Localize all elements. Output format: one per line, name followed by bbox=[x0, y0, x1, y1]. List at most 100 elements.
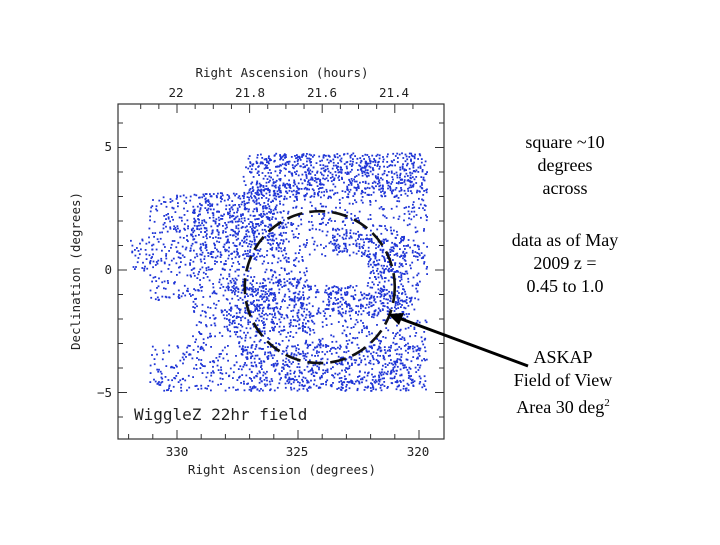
galaxy-point bbox=[258, 285, 261, 288]
galaxy-point bbox=[319, 339, 322, 342]
galaxy-point bbox=[234, 220, 237, 223]
galaxy-point bbox=[322, 174, 325, 177]
galaxy-point bbox=[316, 346, 319, 348]
galaxy-point bbox=[425, 214, 427, 217]
galaxy-point bbox=[238, 342, 240, 345]
galaxy-point bbox=[250, 378, 252, 380]
galaxy-point bbox=[217, 237, 220, 239]
galaxy-point bbox=[290, 353, 293, 356]
galaxy-point bbox=[398, 303, 401, 305]
galaxy-point bbox=[419, 280, 421, 283]
galaxy-point bbox=[321, 186, 324, 189]
galaxy-point bbox=[400, 274, 403, 276]
galaxy-point bbox=[345, 340, 348, 342]
galaxy-point bbox=[268, 175, 271, 178]
galaxy-point bbox=[380, 302, 383, 305]
galaxy-point bbox=[288, 378, 291, 380]
galaxy-point bbox=[176, 194, 178, 197]
galaxy-point bbox=[271, 184, 274, 187]
galaxy-point bbox=[347, 303, 350, 305]
galaxy-point bbox=[338, 245, 341, 248]
galaxy-point bbox=[257, 305, 260, 308]
galaxy-point bbox=[415, 214, 418, 216]
galaxy-point bbox=[175, 230, 178, 233]
galaxy-point bbox=[322, 217, 325, 220]
galaxy-point bbox=[256, 299, 258, 302]
galaxy-point bbox=[369, 170, 372, 173]
galaxy-point bbox=[256, 202, 258, 205]
galaxy-point bbox=[288, 325, 291, 328]
galaxy-point bbox=[407, 372, 410, 374]
galaxy-point bbox=[348, 373, 351, 376]
galaxy-point bbox=[388, 362, 391, 364]
galaxy-point bbox=[408, 217, 410, 220]
galaxy-point bbox=[381, 208, 384, 210]
galaxy-point bbox=[336, 153, 339, 155]
galaxy-point bbox=[276, 174, 279, 177]
galaxy-point bbox=[250, 168, 253, 171]
galaxy-point bbox=[199, 258, 202, 261]
galaxy-point bbox=[403, 237, 405, 240]
galaxy-point bbox=[363, 158, 365, 160]
galaxy-point bbox=[409, 184, 412, 187]
galaxy-point bbox=[254, 168, 257, 171]
galaxy-point bbox=[228, 204, 231, 206]
galaxy-point bbox=[271, 239, 273, 242]
galaxy-point bbox=[396, 361, 399, 364]
galaxy-point bbox=[380, 191, 382, 193]
galaxy-point bbox=[350, 295, 353, 298]
galaxy-point bbox=[255, 282, 258, 284]
galaxy-point bbox=[399, 368, 402, 371]
galaxy-point bbox=[348, 365, 351, 368]
galaxy-point bbox=[423, 375, 426, 378]
galaxy-point bbox=[352, 251, 355, 254]
galaxy-point bbox=[311, 315, 313, 318]
galaxy-point bbox=[389, 248, 391, 251]
galaxy-point bbox=[201, 222, 203, 224]
galaxy-point bbox=[348, 178, 350, 181]
galaxy-point bbox=[372, 344, 375, 347]
galaxy-point bbox=[192, 306, 195, 308]
galaxy-point bbox=[364, 238, 367, 240]
galaxy-point bbox=[417, 298, 420, 301]
galaxy-point bbox=[329, 315, 332, 317]
galaxy-point bbox=[308, 285, 311, 288]
galaxy-point bbox=[278, 325, 281, 328]
galaxy-point bbox=[301, 156, 303, 158]
galaxy-point bbox=[316, 178, 319, 180]
galaxy-point bbox=[236, 306, 239, 309]
galaxy-point bbox=[425, 358, 428, 361]
galaxy-point bbox=[255, 225, 258, 228]
galaxy-point bbox=[382, 156, 384, 158]
galaxy-point bbox=[282, 242, 284, 245]
galaxy-point bbox=[179, 359, 182, 362]
galaxy-point bbox=[308, 159, 311, 162]
galaxy-point bbox=[397, 157, 399, 159]
galaxy-point bbox=[293, 278, 296, 281]
galaxy-point bbox=[202, 342, 205, 344]
galaxy-point bbox=[152, 260, 155, 263]
galaxy-point bbox=[306, 270, 308, 273]
galaxy-point bbox=[152, 199, 154, 201]
galaxy-point bbox=[306, 164, 308, 167]
galaxy-point bbox=[419, 154, 422, 157]
galaxy-point bbox=[265, 268, 268, 271]
galaxy-point bbox=[400, 278, 403, 281]
galaxy-point bbox=[423, 254, 426, 257]
galaxy-point bbox=[241, 298, 244, 301]
galaxy-point bbox=[400, 306, 402, 308]
galaxy-point bbox=[234, 270, 237, 273]
galaxy-point bbox=[311, 354, 313, 357]
galaxy-point bbox=[281, 155, 284, 158]
galaxy-point bbox=[306, 381, 309, 384]
galaxy-point bbox=[222, 277, 225, 280]
galaxy-point bbox=[396, 385, 399, 388]
galaxy-point bbox=[258, 250, 261, 252]
galaxy-point bbox=[369, 258, 372, 260]
galaxy-point bbox=[232, 290, 235, 292]
galaxy-point bbox=[355, 285, 358, 287]
galaxy-point bbox=[357, 234, 360, 237]
galaxy-point bbox=[396, 161, 399, 163]
galaxy-point bbox=[226, 240, 229, 243]
galaxy-point bbox=[319, 171, 322, 174]
